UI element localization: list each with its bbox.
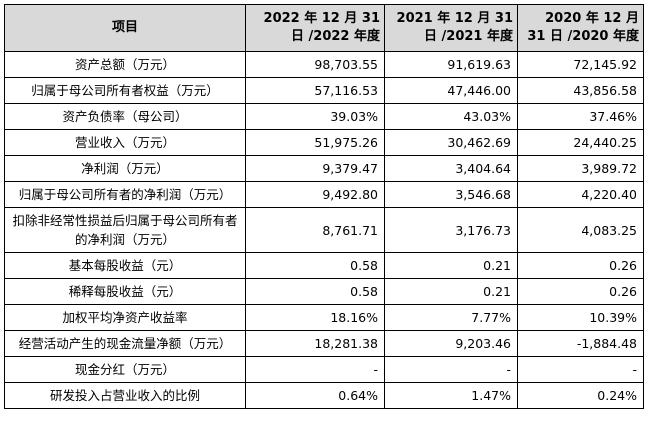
value-2022: 0.58 <box>245 252 385 279</box>
value-2020: 0.24% <box>517 382 644 409</box>
header-2022: 2022 年 12 月 31 日 /2022 年度 <box>245 4 385 52</box>
table-row: 扣除非经常性损益后归属于母公司所有者的净利润（万元） 8,761.71 3,17… <box>4 207 644 253</box>
value-2022: 9,492.80 <box>245 181 385 208</box>
value-2022: 18.16% <box>245 304 385 331</box>
table-row: 基本每股收益（元） 0.58 0.21 0.26 <box>4 252 644 279</box>
value-2022: 39.03% <box>245 103 385 130</box>
value-2020: - <box>517 356 644 383</box>
value-2022: 18,281.38 <box>245 330 385 357</box>
row-label: 扣除非经常性损益后归属于母公司所有者的净利润（万元） <box>4 207 246 253</box>
table-row: 加权平均净资产收益率 18.16% 7.77% 10.39% <box>4 304 644 331</box>
row-label: 归属于母公司所有者权益（万元） <box>4 77 246 104</box>
value-2021: 7.77% <box>384 304 518 331</box>
value-2021: - <box>384 356 518 383</box>
value-2021: 0.21 <box>384 278 518 305</box>
row-label: 加权平均净资产收益率 <box>4 304 246 331</box>
row-label: 归属于母公司所有者的净利润（万元） <box>4 181 246 208</box>
header-2021: 2021 年 12 月 31 日 /2021 年度 <box>384 4 518 52</box>
value-2022: 9,379.47 <box>245 155 385 182</box>
header-2020: 2020 年 12 月 31 日 /2020 年度 <box>517 4 644 52</box>
value-2021: 3,404.64 <box>384 155 518 182</box>
value-2020: 43,856.58 <box>517 77 644 104</box>
row-label: 研发投入占营业收入的比例 <box>4 382 246 409</box>
table-header-row: 项目 2022 年 12 月 31 日 /2022 年度 2021 年 12 月… <box>4 4 644 52</box>
row-label: 稀释每股收益（元） <box>4 278 246 305</box>
row-label: 资产负债率（母公司） <box>4 103 246 130</box>
value-2021: 30,462.69 <box>384 129 518 156</box>
financial-table-container: 项目 2022 年 12 月 31 日 /2022 年度 2021 年 12 月… <box>4 4 644 409</box>
row-label: 基本每股收益（元） <box>4 252 246 279</box>
table-row: 现金分红（万元） - - - <box>4 356 644 383</box>
value-2020: 4,220.40 <box>517 181 644 208</box>
value-2022: 51,975.26 <box>245 129 385 156</box>
header-item: 项目 <box>4 4 246 52</box>
value-2020: 4,083.25 <box>517 207 644 253</box>
value-2021: 9,203.46 <box>384 330 518 357</box>
table-row: 经营活动产生的现金流量净额（万元） 18,281.38 9,203.46 -1,… <box>4 330 644 357</box>
value-2020: -1,884.48 <box>517 330 644 357</box>
value-2022: 0.64% <box>245 382 385 409</box>
table-row: 稀释每股收益（元） 0.58 0.21 0.26 <box>4 278 644 305</box>
value-2020: 10.39% <box>517 304 644 331</box>
row-label: 净利润（万元） <box>4 155 246 182</box>
value-2020: 0.26 <box>517 252 644 279</box>
value-2022: 57,116.53 <box>245 77 385 104</box>
row-label: 资产总额（万元） <box>4 51 246 78</box>
table-row: 资产负债率（母公司） 39.03% 43.03% 37.46% <box>4 103 644 130</box>
table-row: 归属于母公司所有者权益（万元） 57,116.53 47,446.00 43,8… <box>4 77 644 104</box>
value-2020: 24,440.25 <box>517 129 644 156</box>
value-2022: 8,761.71 <box>245 207 385 253</box>
financial-indicators-table: 项目 2022 年 12 月 31 日 /2022 年度 2021 年 12 月… <box>4 4 644 409</box>
value-2021: 3,546.68 <box>384 181 518 208</box>
value-2022: - <box>245 356 385 383</box>
value-2020: 37.46% <box>517 103 644 130</box>
value-2021: 1.47% <box>384 382 518 409</box>
value-2020: 3,989.72 <box>517 155 644 182</box>
value-2020: 0.26 <box>517 278 644 305</box>
value-2021: 43.03% <box>384 103 518 130</box>
value-2021: 0.21 <box>384 252 518 279</box>
row-label: 经营活动产生的现金流量净额（万元） <box>4 330 246 357</box>
value-2022: 0.58 <box>245 278 385 305</box>
value-2021: 47,446.00 <box>384 77 518 104</box>
value-2020: 72,145.92 <box>517 51 644 78</box>
row-label: 现金分红（万元） <box>4 356 246 383</box>
value-2021: 3,176.73 <box>384 207 518 253</box>
value-2021: 91,619.63 <box>384 51 518 78</box>
table-row: 营业收入（万元） 51,975.26 30,462.69 24,440.25 <box>4 129 644 156</box>
table-row: 资产总额（万元） 98,703.55 91,619.63 72,145.92 <box>4 51 644 78</box>
table-row: 归属于母公司所有者的净利润（万元） 9,492.80 3,546.68 4,22… <box>4 181 644 208</box>
value-2022: 98,703.55 <box>245 51 385 78</box>
table-row: 研发投入占营业收入的比例 0.64% 1.47% 0.24% <box>4 382 644 409</box>
table-row: 净利润（万元） 9,379.47 3,404.64 3,989.72 <box>4 155 644 182</box>
row-label: 营业收入（万元） <box>4 129 246 156</box>
